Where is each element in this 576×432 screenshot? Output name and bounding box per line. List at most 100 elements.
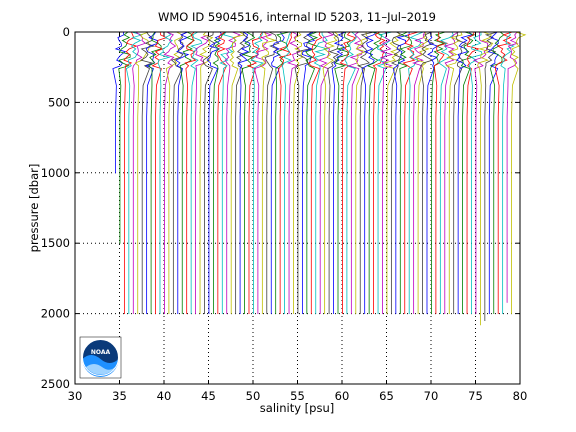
profile-line — [281, 31, 292, 314]
y-tick-label: 1500 — [41, 236, 70, 250]
profile-line — [511, 31, 527, 314]
profile-line — [506, 31, 519, 303]
profile-line — [148, 31, 162, 314]
profile-line — [472, 31, 489, 314]
x-tick-label: 60 — [335, 389, 350, 403]
profile-line — [125, 31, 144, 314]
profile-line — [487, 31, 499, 314]
y-tick-label: 2000 — [41, 307, 70, 321]
grid — [75, 32, 520, 384]
profile-line — [307, 31, 323, 314]
profile-line — [390, 31, 404, 314]
profile-line — [477, 31, 494, 326]
profile-line — [313, 31, 329, 314]
profile-line — [490, 31, 505, 314]
profile-line — [253, 31, 273, 314]
profiles — [112, 31, 527, 326]
profile-line — [431, 31, 446, 314]
profile-line — [229, 31, 246, 314]
profile-line — [397, 31, 413, 314]
x-tick-label: 50 — [246, 389, 261, 403]
profile-line — [275, 31, 290, 314]
x-axis-label: salinity [psu] — [260, 401, 334, 415]
profile-line — [392, 31, 410, 314]
x-tick-label: 70 — [424, 389, 439, 403]
profile-line — [356, 31, 375, 314]
profile-line — [402, 31, 419, 314]
x-tick-label: 80 — [513, 389, 528, 403]
noaa-logo-text: NOAA — [91, 349, 111, 356]
profile-line — [202, 31, 216, 314]
noaa-logo: NOAA — [79, 336, 122, 379]
x-tick-label: 75 — [468, 389, 483, 403]
profile-line — [445, 31, 463, 314]
profile-line — [361, 31, 378, 314]
profile-line — [317, 31, 335, 314]
profile-line — [134, 31, 150, 314]
profile-line — [206, 31, 223, 314]
profile-line — [420, 31, 435, 314]
x-tick-label: 30 — [68, 389, 83, 403]
profile-line — [347, 31, 365, 314]
profile-line — [179, 31, 195, 314]
profile-line — [123, 31, 138, 314]
profile-line — [241, 31, 256, 314]
profile-line — [500, 31, 515, 314]
profile-line — [157, 31, 173, 314]
profile-line — [339, 31, 356, 314]
x-tick-label: 45 — [201, 389, 216, 403]
profile-line — [301, 31, 316, 314]
x-tick-label: 65 — [379, 389, 394, 403]
x-tick-label: 35 — [112, 389, 127, 403]
y-tick-label: 500 — [48, 95, 70, 109]
profile-line — [494, 31, 513, 314]
profile-line — [264, 31, 280, 314]
x-tick-label: 40 — [157, 389, 172, 403]
y-tick-label: 0 — [63, 25, 70, 39]
y-axis-label: pressure [dbar] — [27, 164, 41, 253]
profile-line — [355, 31, 369, 314]
chart-title: WMO ID 5904516, internal ID 5203, 11–Jul… — [158, 10, 436, 24]
y-tick-label: 1000 — [41, 166, 70, 180]
profile-line — [322, 31, 339, 314]
profile-line — [433, 31, 449, 314]
profile-line — [379, 31, 394, 314]
profile-line — [132, 31, 147, 314]
profile-line — [219, 31, 236, 314]
profile-line — [305, 31, 319, 314]
profile-line — [468, 31, 483, 314]
profile-line — [408, 31, 424, 314]
profile-line — [224, 31, 241, 314]
profile-line — [195, 31, 210, 314]
profile-line — [334, 31, 351, 314]
profile-line — [327, 31, 340, 314]
profile-line — [484, 31, 499, 322]
profile-line — [372, 31, 386, 314]
profile-line — [294, 31, 312, 314]
profile-line — [235, 31, 249, 314]
profile-line — [163, 31, 177, 314]
profile-line — [118, 31, 131, 244]
profile-line — [216, 31, 228, 314]
profile-line — [270, 31, 285, 314]
profile-line — [184, 31, 197, 314]
profile-line — [250, 31, 264, 314]
profile-line — [212, 31, 226, 314]
profile-line — [466, 31, 480, 314]
profile-line — [426, 31, 439, 314]
profile-line — [415, 31, 430, 314]
profile-line — [112, 31, 127, 174]
ticks: 30 35 40 45 50 55 60 65 70 75 80 0 500 1000 1500 2000 25… — [41, 25, 528, 403]
profile-line — [453, 31, 468, 314]
profile-line — [344, 31, 357, 314]
profile-line — [151, 31, 168, 314]
profile-line — [165, 31, 183, 314]
profile-line — [259, 31, 277, 314]
y-tick-label: 2500 — [41, 377, 70, 391]
profile-line — [383, 31, 401, 314]
x-tick-label: 55 — [290, 389, 305, 403]
profile-line — [190, 31, 203, 314]
profile-line — [246, 31, 264, 314]
profile-line — [455, 31, 473, 314]
